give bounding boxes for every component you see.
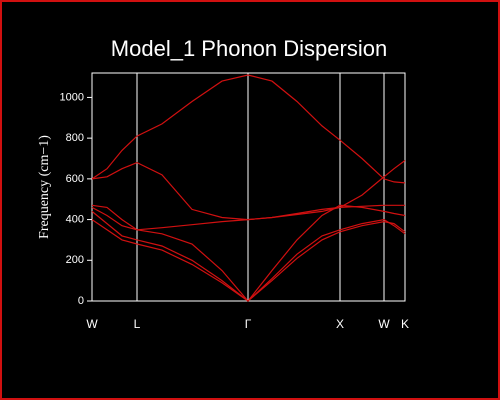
y-axis-label: Frequency (cm−1) [37,135,52,239]
y-tick-label: 400 [66,213,84,225]
x-tick-label: K [401,317,409,331]
x-tick-label: Γ [245,317,252,331]
y-tick-label: 800 [66,132,84,144]
y-tick-label: 200 [66,254,84,266]
chart-title: Model_1 Phonon Dispersion [111,36,387,61]
x-tick-label: X [336,317,344,331]
y-tick-label: 0 [78,295,84,307]
x-tick-label: L [134,317,141,331]
x-tick-label: W [378,317,390,331]
y-tick-label: 1000 [60,91,84,103]
branch-line [91,204,406,302]
branch-line [91,210,406,302]
y-tick-label: 600 [66,173,84,185]
x-tick-label: W [86,317,98,331]
branch-line [91,204,405,231]
branch-line [91,219,406,302]
branch-line [91,74,406,184]
